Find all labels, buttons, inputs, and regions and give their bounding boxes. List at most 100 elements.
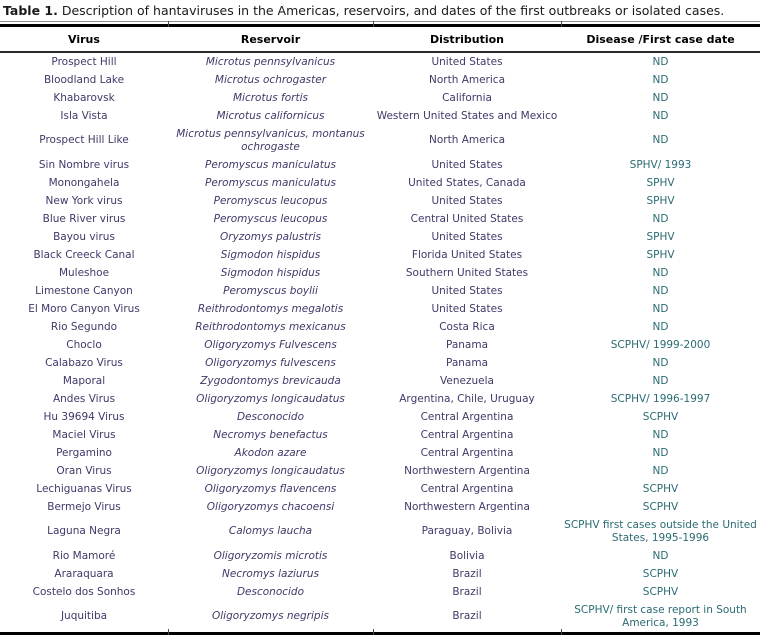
cell-virus: Maporal	[62, 374, 106, 387]
cell-virus: Limestone Canyon	[35, 284, 133, 297]
cell-disease: SPHV	[646, 176, 675, 189]
cell-disease: SCPHV	[642, 410, 679, 423]
table-header: Virus Reservoir Distribution Disease /Fi…	[0, 27, 760, 53]
table-row: Khabarovsk Microtus fortis California ND	[0, 89, 760, 107]
header-disease: Disease /First case date	[561, 27, 760, 53]
cell-reservoir: Oligoryzomys fulvescens	[205, 356, 336, 369]
table-row: Prospect Hill Microtus pennsylvanicus Unit…	[0, 52, 760, 71]
cell-disease: SCPHV first cases outside the United Sta…	[564, 518, 757, 544]
cell-reservoir: Peromyscus leucopus	[213, 194, 328, 207]
cell-disease: SCPHV	[642, 585, 679, 598]
cell-disease: ND	[652, 302, 669, 315]
cell-reservoir: Reithrodontomys mexicanus	[195, 320, 346, 333]
table-row: Black Creeck Canal Sigmodon hispidus Flori…	[0, 246, 760, 264]
cell-reservoir: Peromyscus leucopus	[213, 212, 328, 225]
cell-distribution: United States	[431, 158, 503, 171]
cell-distribution: Costa Rica	[439, 320, 495, 333]
table-row: Monongahela Peromyscus maniculatus United …	[0, 174, 760, 192]
cell-distribution: Central United States	[410, 212, 524, 225]
cell-disease: ND	[652, 446, 669, 459]
header-row: Virus Reservoir Distribution Disease /Fi…	[0, 27, 760, 53]
table-caption-label: Table 1.	[3, 3, 58, 18]
cell-disease: ND	[652, 374, 669, 387]
table-row: Rio Segundo Reithrodontomys mexicanus Cost…	[0, 318, 760, 336]
cell-distribution: Central Argentina	[420, 410, 514, 423]
cell-virus: Rio Segundo	[50, 320, 118, 333]
cell-reservoir: Necromys laziurus	[222, 567, 319, 580]
cell-virus: Laguna Negra	[47, 525, 121, 537]
cell-reservoir: Oryzomys palustris	[220, 230, 321, 243]
cell-distribution: Central Argentina	[420, 446, 514, 459]
cell-reservoir: Oligoryzomys flavencens	[204, 482, 337, 495]
cell-reservoir: Reithrodontomys megalotis	[197, 302, 344, 315]
cell-distribution: Venezuela	[440, 374, 494, 387]
cell-virus: Costelo dos Sonhos	[32, 585, 136, 598]
cell-virus: Oran Virus	[56, 464, 112, 477]
top-thick-rule	[0, 24, 760, 27]
cell-disease: ND	[652, 284, 669, 297]
table-row: Bloodland Lake Microtus ochrogaster North …	[0, 71, 760, 89]
column-tick	[168, 629, 169, 635]
cell-distribution: Northwestern Argentina	[404, 500, 530, 513]
table-caption-text: Description of hantaviruses in the Ameri…	[57, 3, 725, 18]
cell-distribution: Southern United States	[405, 266, 529, 279]
cell-disease: SPHV	[646, 230, 675, 243]
cell-disease: SCPHV/ 1999-2000	[610, 338, 711, 351]
cell-distribution: United States	[431, 284, 503, 297]
table-row: Prospect Hill Like Microtus pennsylvanicu…	[0, 125, 760, 156]
cell-disease: ND	[652, 356, 669, 369]
cell-reservoir: Oligoryzomys longicaudatus	[196, 464, 345, 477]
cell-virus: Pergamino	[56, 446, 112, 459]
header-reservoir: Reservoir	[168, 27, 373, 53]
cell-reservoir: Zygodontomys brevicauda	[200, 374, 341, 387]
table-row: Isla Vista Microtus californicus Western U…	[0, 107, 760, 125]
cell-disease: ND	[652, 212, 669, 225]
cell-reservoir: Oligoryzomys longicaudatus	[196, 392, 345, 405]
table-container: Virus Reservoir Distribution Disease /Fi…	[0, 21, 760, 635]
cell-disease: SPHV	[646, 248, 675, 261]
cell-disease: ND	[652, 91, 669, 104]
cell-distribution: North America	[428, 73, 506, 86]
cell-disease: ND	[652, 55, 669, 68]
column-tick	[561, 629, 562, 635]
cell-distribution: Florida United States	[411, 248, 523, 261]
column-tick	[373, 21, 374, 27]
header-distribution: Distribution	[373, 27, 561, 53]
cell-virus: Khabarovsk	[53, 91, 115, 104]
cell-disease: ND	[652, 320, 669, 333]
table-row: Rio Mamoré Oligoryzomis microtis Bolivia ND	[0, 547, 760, 565]
table-row: Juquitiba Oligoryzomys negripis Brazil SCPH…	[0, 601, 760, 632]
table-row: Sin Nombre virus Peromyscus maniculatus Un…	[0, 156, 760, 174]
table-row: Araraquara Necromys laziurus Brazil SCPHV	[0, 565, 760, 583]
cell-reservoir: Sigmodon hispidus	[220, 266, 321, 279]
table-row: Muleshoe Sigmodon hispidus Southern United…	[0, 264, 760, 282]
cell-distribution: United States	[431, 55, 503, 68]
cell-distribution: United States	[431, 302, 503, 315]
cell-disease: SCPHV	[642, 567, 679, 580]
cell-virus: Prospect Hill	[51, 55, 117, 68]
cell-virus: Black Creeck Canal	[33, 248, 135, 261]
cell-virus: Andes Virus	[52, 392, 116, 405]
cell-virus: Muleshoe	[58, 266, 110, 279]
top-thin-rule	[0, 21, 760, 22]
table-row: Laguna Negra Calomys laucha Paraguay, Boli…	[0, 516, 760, 547]
table-row: Limestone Canyon Peromyscus boylii United …	[0, 282, 760, 300]
cell-disease: ND	[652, 464, 669, 477]
table-row: New York virus Peromyscus leucopus United …	[0, 192, 760, 210]
cell-distribution: North America	[428, 134, 506, 146]
cell-disease: ND	[652, 134, 669, 146]
cell-virus: Lechiguanas Virus	[36, 482, 132, 495]
cell-disease: SCPHV/ first case report in South Americ…	[574, 603, 747, 629]
table-row: Oran Virus Oligoryzomys longicaudatus Nort…	[0, 462, 760, 480]
column-tick	[561, 21, 562, 27]
table-row: Costelo dos Sonhos Desconocido Brazil SCPHV	[0, 583, 760, 601]
table-caption: Table 1. Description of hantaviruses in …	[0, 0, 760, 21]
cell-distribution: United States	[431, 230, 503, 243]
table-row: El Moro Canyon Virus Reithrodontomys mega…	[0, 300, 760, 318]
cell-distribution: California	[442, 91, 492, 104]
cell-virus: Choclo	[66, 338, 102, 351]
cell-virus: Isla Vista	[60, 109, 108, 122]
table-row: Calabazo Virus Oligoryzomys fulvescens Pan…	[0, 354, 760, 372]
table-body: Prospect Hill Microtus pennsylvanicus Unit…	[0, 52, 760, 632]
